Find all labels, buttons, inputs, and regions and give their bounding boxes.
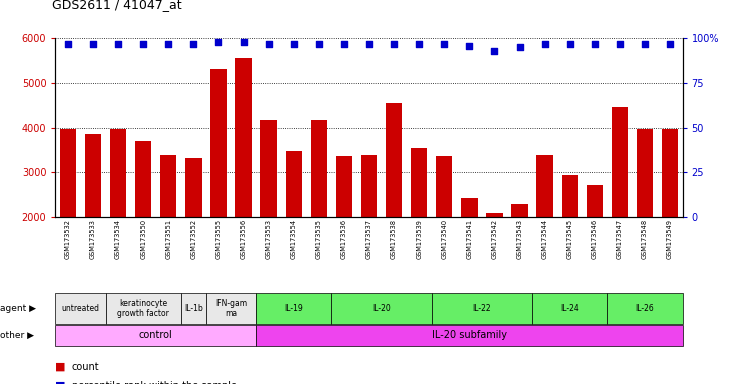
Text: GSM173544: GSM173544 <box>542 219 548 259</box>
Text: untreated: untreated <box>61 304 100 313</box>
Point <box>238 39 249 45</box>
Point <box>564 41 576 47</box>
Text: GSM173532: GSM173532 <box>65 219 71 259</box>
Point <box>363 41 375 47</box>
Point <box>187 41 199 47</box>
Text: GSM173545: GSM173545 <box>567 219 573 259</box>
Text: GSM173533: GSM173533 <box>90 219 96 259</box>
Point <box>112 41 124 47</box>
Text: percentile rank within the sample: percentile rank within the sample <box>72 381 237 384</box>
Text: IL-24: IL-24 <box>560 304 579 313</box>
Text: GSM173552: GSM173552 <box>190 219 196 259</box>
Text: IL-26: IL-26 <box>635 304 655 313</box>
Text: GSM173547: GSM173547 <box>617 219 623 259</box>
Bar <box>562 175 578 306</box>
Bar <box>662 129 678 306</box>
Point <box>213 39 224 45</box>
Bar <box>110 129 126 306</box>
Point <box>514 44 525 50</box>
Text: GSM173538: GSM173538 <box>391 219 397 259</box>
Point <box>137 41 149 47</box>
Bar <box>436 156 452 306</box>
Text: GSM173553: GSM173553 <box>266 219 272 259</box>
Bar <box>185 159 201 306</box>
Text: GSM173548: GSM173548 <box>642 219 648 259</box>
Text: GSM173541: GSM173541 <box>466 219 472 259</box>
Bar <box>461 198 477 306</box>
Point <box>87 41 99 47</box>
Point <box>313 41 325 47</box>
Bar <box>85 134 101 306</box>
Bar <box>336 156 352 306</box>
Text: GSM173543: GSM173543 <box>517 219 523 259</box>
Text: GSM173549: GSM173549 <box>667 219 673 259</box>
Bar <box>60 129 76 306</box>
Point <box>438 41 450 47</box>
Point <box>664 41 676 47</box>
Point <box>263 41 275 47</box>
Text: GSM173536: GSM173536 <box>341 219 347 259</box>
Text: IFN-gam
ma: IFN-gam ma <box>215 299 247 318</box>
Text: IL-1b: IL-1b <box>184 304 203 313</box>
Bar <box>537 156 553 306</box>
Point <box>388 41 400 47</box>
Bar <box>160 156 176 306</box>
Point <box>614 41 626 47</box>
Text: GSM173555: GSM173555 <box>215 219 221 259</box>
Point <box>639 41 651 47</box>
Bar <box>135 141 151 306</box>
Bar <box>411 148 427 306</box>
Bar <box>311 120 327 306</box>
Bar <box>637 129 653 306</box>
Text: GSM173551: GSM173551 <box>165 219 171 259</box>
Text: GSM173550: GSM173550 <box>140 219 146 259</box>
Point <box>62 41 74 47</box>
Text: GSM173537: GSM173537 <box>366 219 372 259</box>
Text: GDS2611 / 41047_at: GDS2611 / 41047_at <box>52 0 182 12</box>
Text: ■: ■ <box>55 381 66 384</box>
Bar <box>486 213 503 306</box>
Bar <box>235 58 252 306</box>
Point <box>413 41 425 47</box>
Text: ■: ■ <box>55 362 66 372</box>
Point <box>589 41 601 47</box>
Bar <box>587 185 603 306</box>
Text: GSM173540: GSM173540 <box>441 219 447 259</box>
Text: IL-19: IL-19 <box>284 304 303 313</box>
Bar <box>612 107 628 306</box>
Text: keratinocyte
growth factor: keratinocyte growth factor <box>117 299 169 318</box>
Point <box>539 41 551 47</box>
Point <box>489 48 500 54</box>
Bar <box>261 120 277 306</box>
Point <box>463 43 475 49</box>
Point <box>162 41 174 47</box>
Text: other ▶: other ▶ <box>0 331 34 340</box>
Bar <box>511 204 528 306</box>
Text: control: control <box>139 330 173 341</box>
Bar <box>286 151 302 306</box>
Text: GSM173554: GSM173554 <box>291 219 297 259</box>
Point <box>288 41 300 47</box>
Text: count: count <box>72 362 99 372</box>
Text: IL-20: IL-20 <box>372 304 391 313</box>
Text: GSM173539: GSM173539 <box>416 219 422 259</box>
Text: GSM173534: GSM173534 <box>115 219 121 259</box>
Text: IL-22: IL-22 <box>472 304 492 313</box>
Text: GSM173546: GSM173546 <box>592 219 598 259</box>
Point <box>338 41 350 47</box>
Text: GSM173542: GSM173542 <box>492 219 497 259</box>
Bar <box>361 156 377 306</box>
Text: agent ▶: agent ▶ <box>0 304 36 313</box>
Bar <box>210 69 227 306</box>
Text: IL-20 subfamily: IL-20 subfamily <box>432 330 507 341</box>
Bar <box>386 103 402 306</box>
Text: GSM173556: GSM173556 <box>241 219 246 259</box>
Text: GSM173535: GSM173535 <box>316 219 322 259</box>
